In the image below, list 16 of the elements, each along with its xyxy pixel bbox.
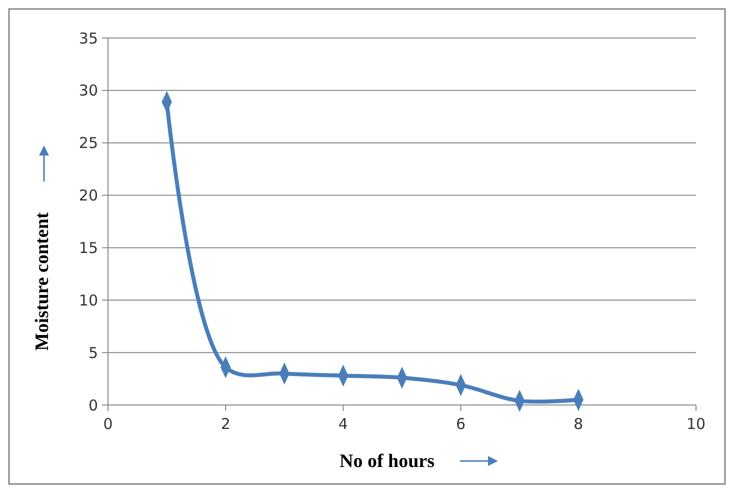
y-tick-label: 0 xyxy=(88,396,98,414)
y-tick-label: 35 xyxy=(78,29,98,48)
y-tick-label: 5 xyxy=(88,344,98,362)
y-tick-label: 10 xyxy=(78,291,98,310)
x-tick-label: 4 xyxy=(338,415,348,433)
y-tick-label: 15 xyxy=(78,238,98,257)
x-tick-label: 6 xyxy=(456,415,466,433)
x-axis-title: No of hours xyxy=(339,451,435,472)
y-axis-title: Moisture content xyxy=(32,212,53,351)
y-tick-label: 25 xyxy=(78,134,98,152)
y-tick-label: 30 xyxy=(78,82,98,100)
x-tick-label: 8 xyxy=(574,415,584,433)
y-tick-label: 20 xyxy=(78,186,98,205)
x-tick-label: 0 xyxy=(103,415,113,433)
x-tick-label: 10 xyxy=(686,415,706,433)
x-tick-label: 2 xyxy=(220,415,230,433)
